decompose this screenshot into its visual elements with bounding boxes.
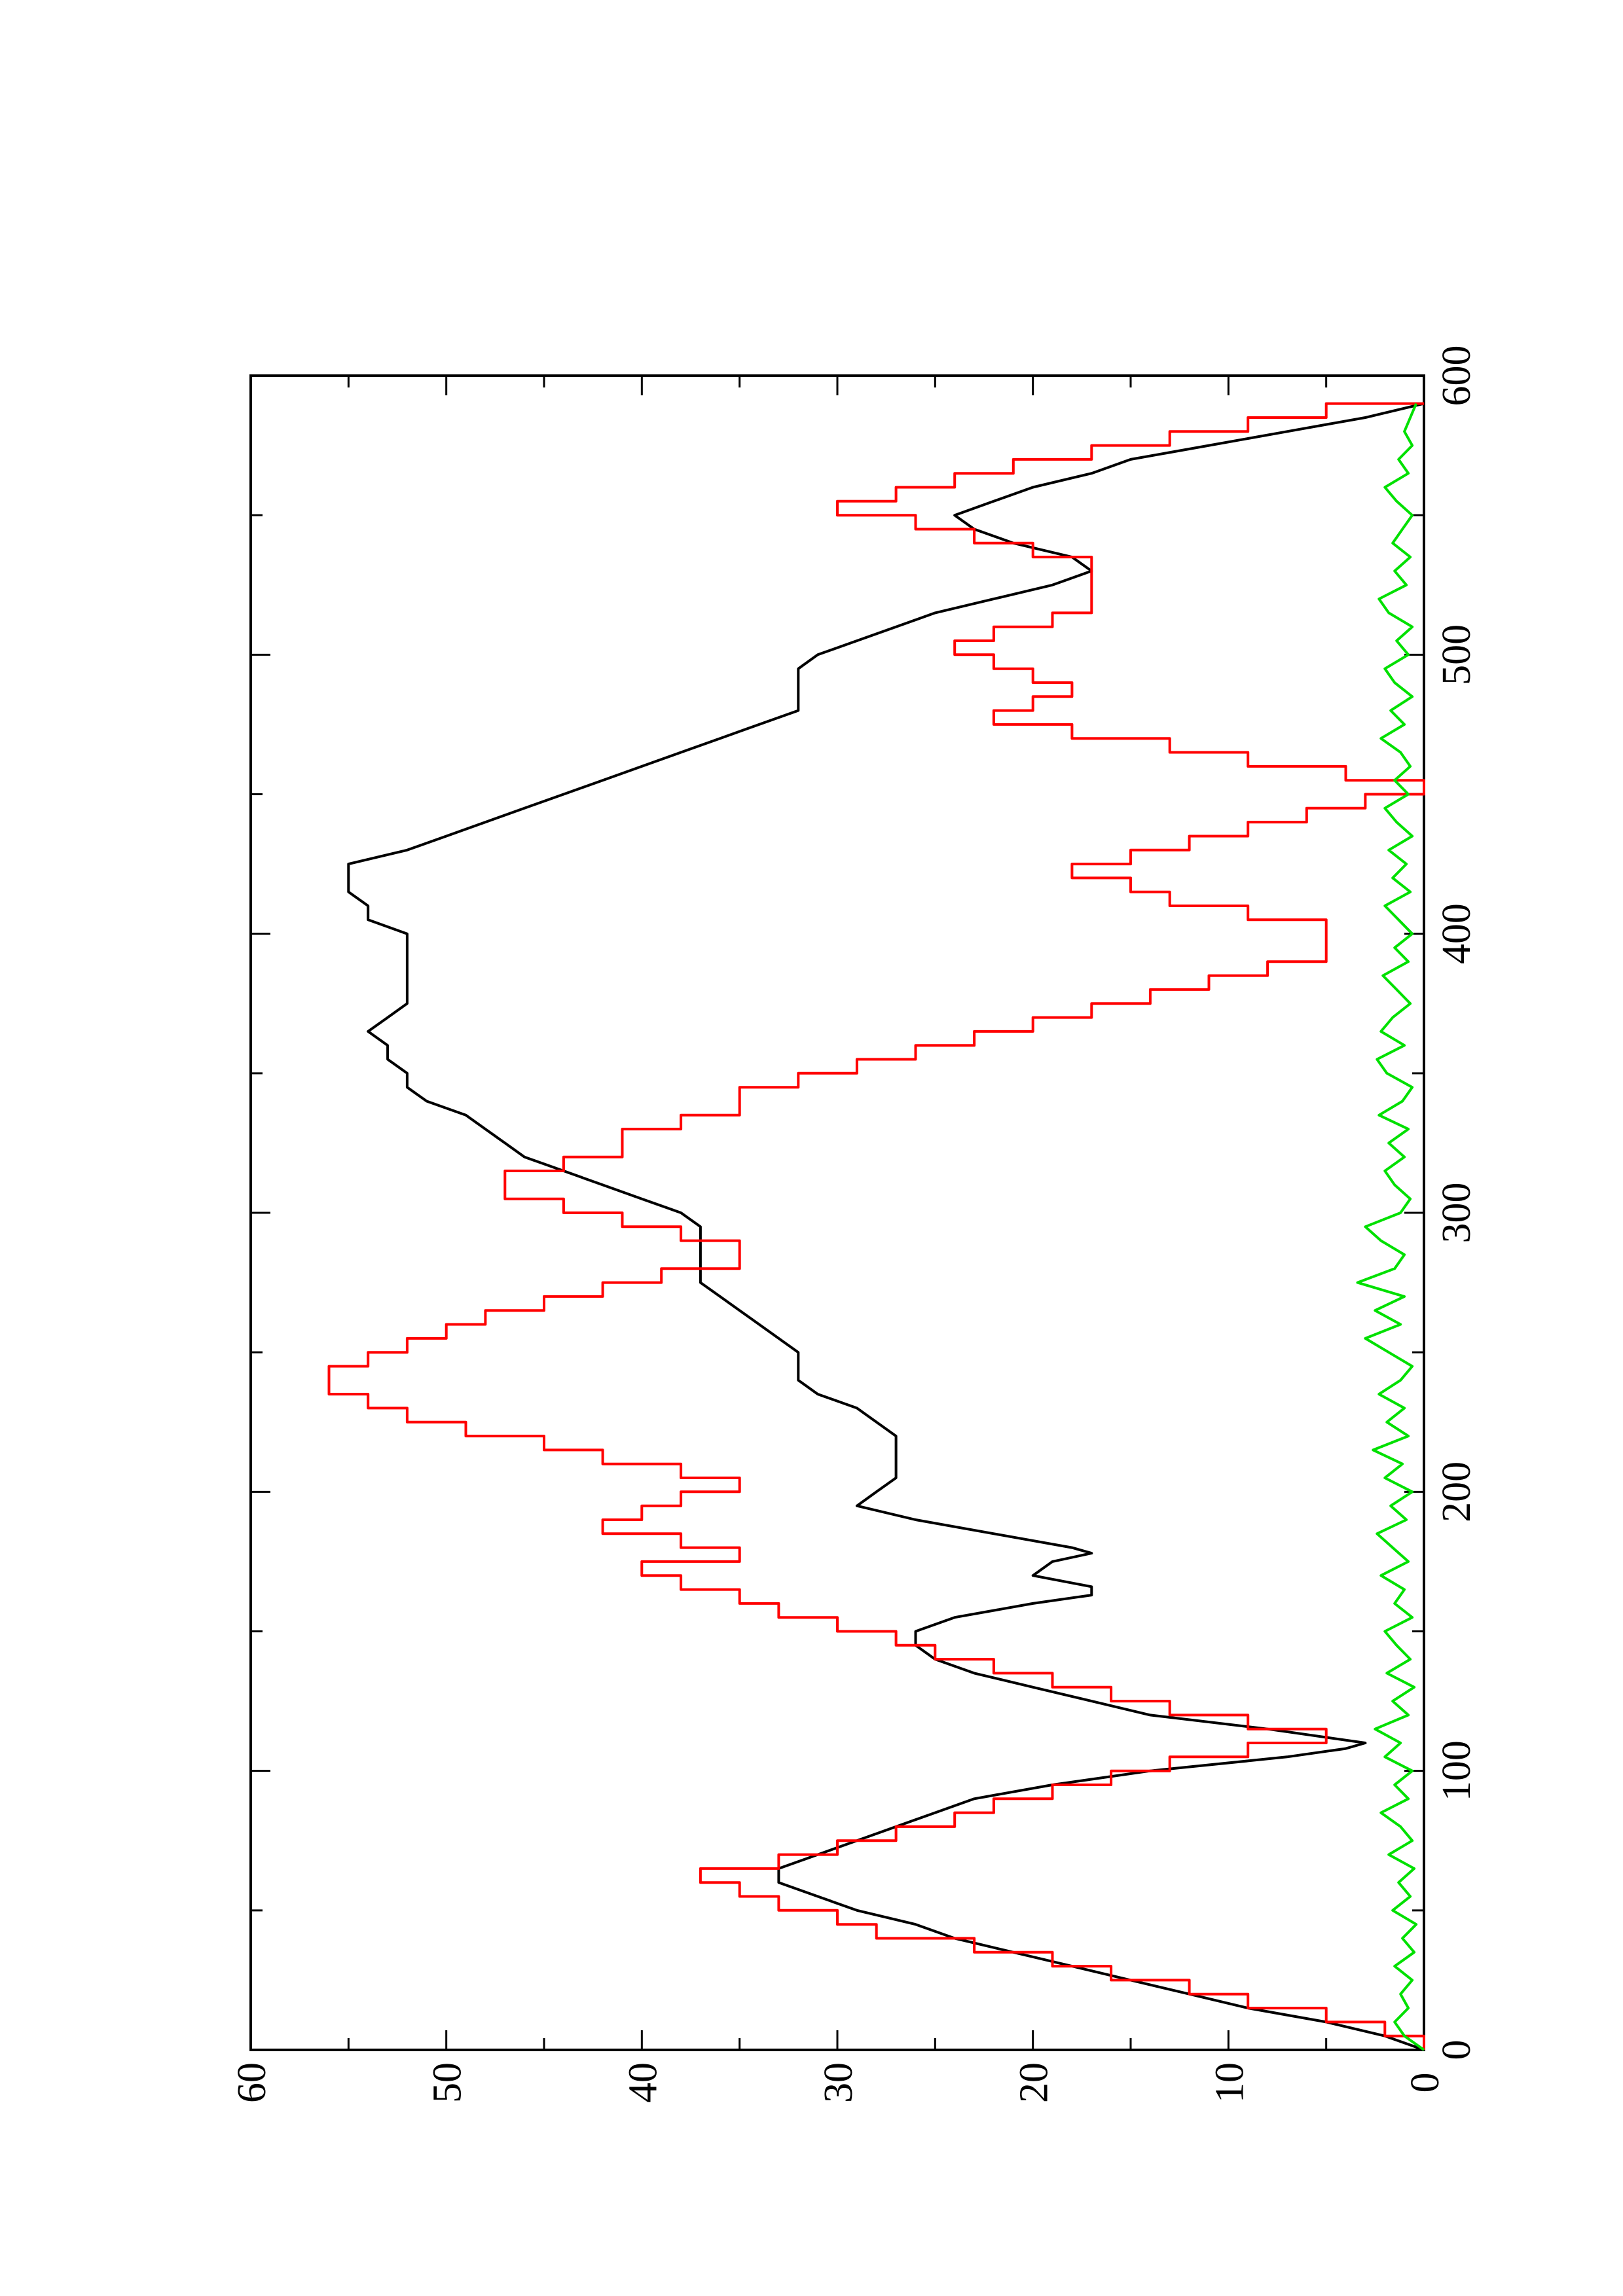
series-line-1 — [347, 402, 1425, 2051]
x-tick-label: 0 — [1434, 2040, 1479, 2060]
plot-frame — [249, 374, 1425, 2051]
y-tick-label: 10 — [1207, 2062, 1252, 2103]
x-tick-label: 400 — [1434, 903, 1479, 964]
x-tick-label: 300 — [1434, 1183, 1479, 1244]
axis-tick-labels: 0 100 200 300 400 500 600 0 10 20 30 40 50 60 — [230, 346, 1479, 2104]
y-tick-label: 30 — [816, 2062, 861, 2103]
y-tick-label: 60 — [230, 2062, 274, 2103]
x-tick-label: 500 — [1434, 624, 1479, 685]
data-series — [327, 402, 1425, 2051]
x-tick-label: 100 — [1434, 1740, 1479, 1801]
y-tick-label: 40 — [621, 2062, 665, 2103]
series-line-2 — [327, 402, 1425, 2050]
series-line-3 — [1356, 403, 1425, 2051]
x-tick-label: 200 — [1434, 1462, 1479, 1522]
x-tick-label: 600 — [1434, 346, 1479, 406]
y-tick-label: 0 — [1403, 2073, 1448, 2093]
axis-ticks — [249, 374, 1425, 2051]
y-tick-label: 20 — [1012, 2062, 1057, 2103]
y-tick-label: 50 — [426, 2062, 470, 2103]
